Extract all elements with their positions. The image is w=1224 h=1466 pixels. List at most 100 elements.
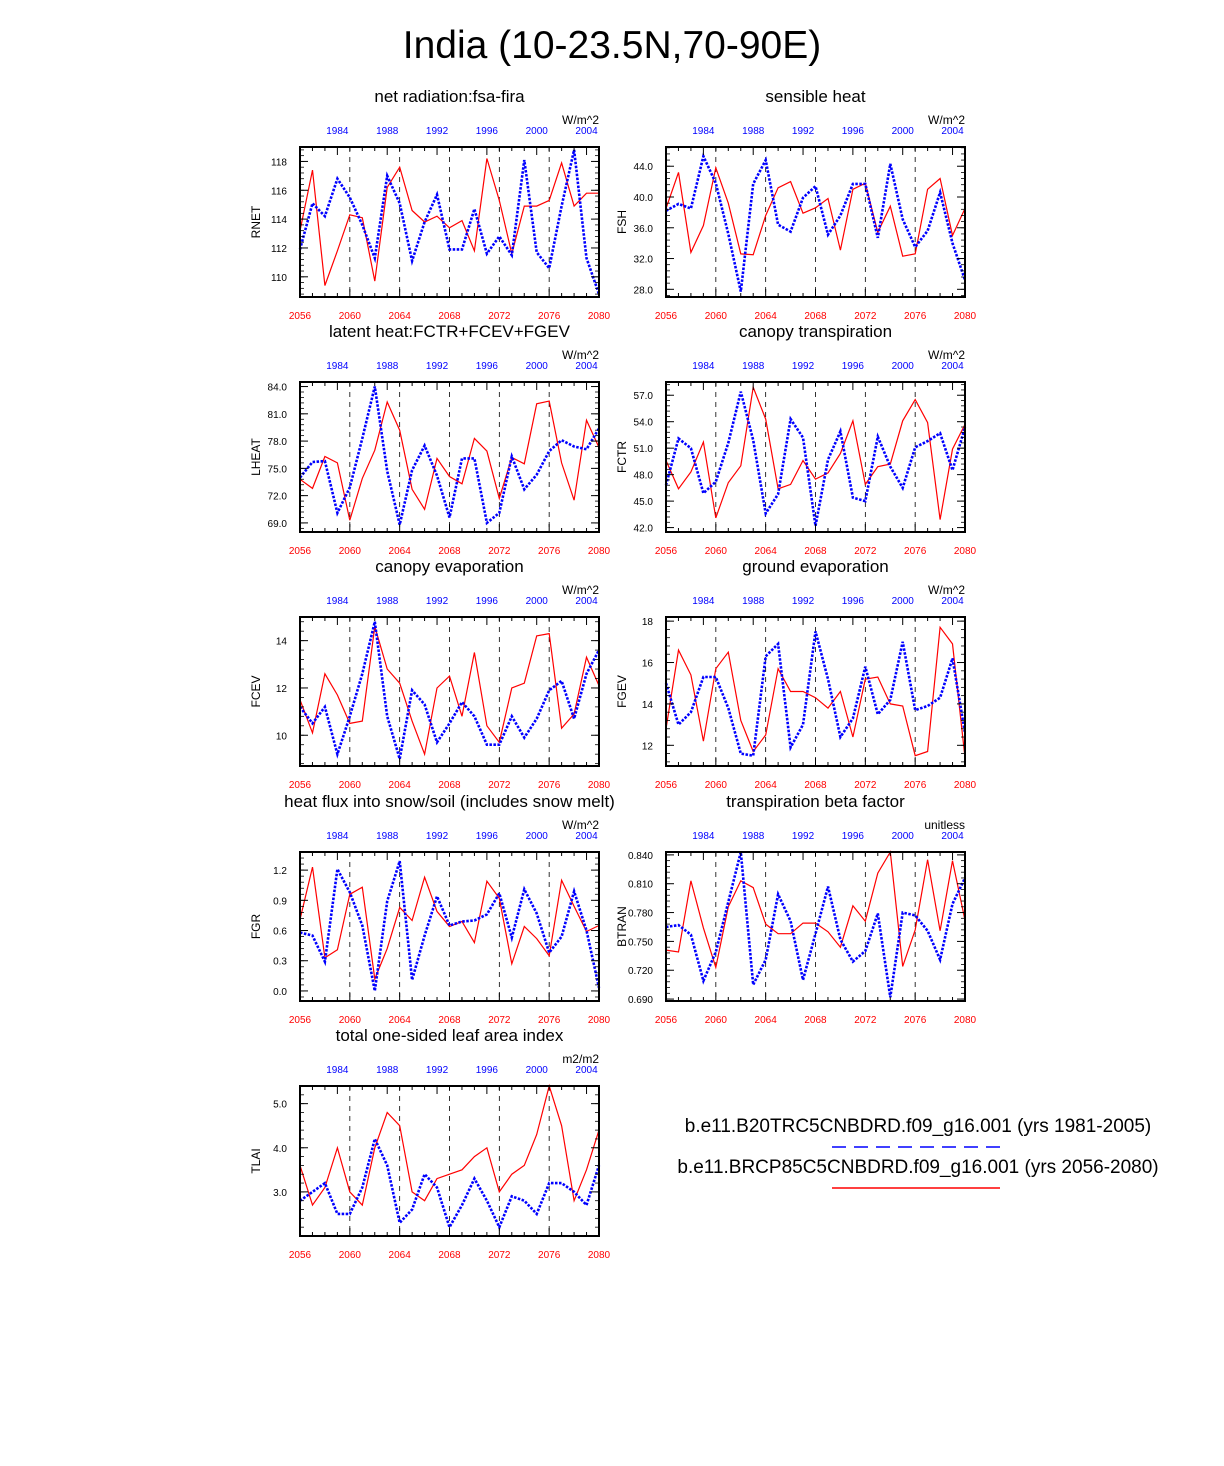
x-tick-label: 2076 — [904, 780, 927, 791]
units-label: unitless — [924, 818, 965, 832]
y-tick-label: 0.840 — [628, 851, 653, 862]
x-tick-label: 2080 — [588, 780, 611, 791]
future-series-line — [299, 158, 599, 286]
y-tick-label: 118 — [271, 157, 287, 168]
panel-title: canopy transpiration — [739, 322, 892, 341]
x-top-tick-label: 2000 — [892, 361, 915, 372]
x-top-tick-label: 1996 — [842, 126, 865, 137]
x-tick-label: 2064 — [389, 311, 412, 322]
historical-series-line — [664, 631, 967, 758]
x-tick-label: 2068 — [438, 1250, 461, 1261]
x-top-tick-label: 2000 — [526, 1065, 549, 1076]
historical-series-line — [299, 860, 601, 992]
x-top-tick-label: 1992 — [426, 126, 449, 137]
x-tick-label: 2080 — [588, 546, 611, 557]
y-tick-label: 4.0 — [273, 1144, 287, 1155]
x-tick-label: 2068 — [438, 546, 461, 557]
x-tick-label: 2076 — [538, 1250, 561, 1261]
x-top-tick-label: 1996 — [842, 361, 865, 372]
x-top-tick-label: 1996 — [476, 126, 499, 137]
y-tick-label: 57.0 — [634, 391, 654, 402]
x-top-tick-label: 1984 — [326, 1065, 349, 1076]
x-top-tick-label: 1992 — [426, 361, 449, 372]
y-tick-label: 72.0 — [268, 492, 288, 503]
units-label: W/m^2 — [562, 348, 599, 362]
x-top-tick-label: 2004 — [941, 596, 964, 607]
y-axis-label: FCTR — [615, 441, 629, 473]
x-tick-label: 2076 — [904, 546, 927, 557]
panel-title: latent heat:FCTR+FCEV+FGEV — [329, 322, 571, 341]
x-tick-label: 2072 — [854, 546, 877, 557]
x-tick-label: 2068 — [438, 780, 461, 791]
x-top-tick-label: 2000 — [892, 126, 915, 137]
y-tick-label: 0.6 — [273, 927, 287, 938]
x-tick-label: 2080 — [954, 1015, 977, 1026]
x-tick-label: 2060 — [339, 780, 362, 791]
x-tick-label: 2060 — [705, 546, 728, 557]
x-top-tick-label: 1984 — [692, 126, 715, 137]
x-top-tick-label: 1992 — [792, 596, 815, 607]
x-tick-label: 2064 — [755, 780, 778, 791]
future-series-line — [665, 385, 966, 520]
x-tick-label: 2056 — [655, 1015, 678, 1026]
x-top-tick-label: 2000 — [892, 831, 915, 842]
panel-title: total one-sided leaf area index — [336, 1026, 564, 1045]
x-tick-label: 2064 — [755, 1015, 778, 1026]
x-top-tick-label: 1988 — [742, 831, 765, 842]
units-label: W/m^2 — [928, 583, 965, 597]
y-tick-label: 44.0 — [634, 162, 654, 173]
x-tick-label: 2056 — [655, 546, 678, 557]
y-axis-label: BTRAN — [615, 906, 629, 947]
y-tick-label: 16 — [642, 659, 654, 670]
x-top-tick-label: 2004 — [941, 126, 964, 137]
x-top-tick-label: 1992 — [792, 361, 815, 372]
x-top-tick-label: 1996 — [476, 1065, 499, 1076]
x-tick-label: 2080 — [954, 311, 977, 322]
y-tick-label: 54.0 — [634, 418, 654, 429]
x-top-tick-label: 1996 — [476, 361, 499, 372]
x-top-tick-label: 1996 — [842, 831, 865, 842]
x-top-tick-label: 1984 — [326, 126, 349, 137]
y-tick-label: 0.780 — [628, 909, 653, 920]
x-tick-label: 2068 — [804, 311, 827, 322]
panel-title: sensible heat — [765, 87, 865, 106]
y-tick-label: 0.3 — [273, 957, 287, 968]
panel-fcev: canopy evaporation W/m^2 2056 2060 2064 2068 2… — [249, 557, 611, 791]
y-tick-label: 36.0 — [634, 224, 654, 235]
x-top-tick-label: 1988 — [742, 361, 765, 372]
x-tick-label: 2060 — [705, 780, 728, 791]
x-tick-label: 2072 — [854, 1015, 877, 1026]
x-top-tick-label: 1996 — [476, 831, 499, 842]
x-top-tick-label: 1988 — [742, 596, 765, 607]
x-tick-label: 2060 — [339, 1015, 362, 1026]
x-top-tick-label: 2000 — [526, 126, 549, 137]
x-top-tick-label: 1984 — [692, 596, 715, 607]
x-top-tick-label: 2004 — [575, 596, 598, 607]
panel-fgev: ground evaporation W/m^2 2056 2060 2064 2068 2… — [615, 557, 977, 791]
x-tick-label: 2080 — [588, 1015, 611, 1026]
x-tick-label: 2056 — [289, 780, 312, 791]
y-tick-label: 45.0 — [634, 497, 654, 508]
x-top-tick-label: 1984 — [692, 831, 715, 842]
panel-tlai: total one-sided leaf area index m2/m2 2056… — [249, 1026, 611, 1261]
future-series-line — [665, 850, 966, 970]
x-tick-label: 2080 — [588, 311, 611, 322]
x-tick-label: 2056 — [655, 311, 678, 322]
x-tick-label: 2056 — [289, 1250, 312, 1261]
y-tick-label: 12 — [276, 684, 288, 695]
x-top-tick-label: 1988 — [742, 126, 765, 137]
future-series-line — [299, 400, 600, 521]
panel-fctr: canopy transpiration W/m^2 2056 2060 2064 206… — [615, 322, 977, 557]
x-tick-label: 2064 — [755, 546, 778, 557]
x-top-tick-label: 1996 — [476, 596, 499, 607]
panel-lheat: latent heat:FCTR+FCEV+FGEV W/m^2 2056 2060 2… — [249, 322, 611, 557]
x-top-tick-label: 2000 — [526, 831, 549, 842]
x-tick-label: 2060 — [339, 546, 362, 557]
x-tick-label: 2072 — [854, 780, 877, 791]
panel-title: net radiation:fsa-fira — [374, 87, 525, 106]
x-top-tick-label: 2004 — [575, 831, 598, 842]
y-tick-label: 116 — [271, 186, 287, 197]
x-top-tick-label: 1988 — [376, 1065, 399, 1076]
panel-title: ground evaporation — [742, 557, 889, 576]
